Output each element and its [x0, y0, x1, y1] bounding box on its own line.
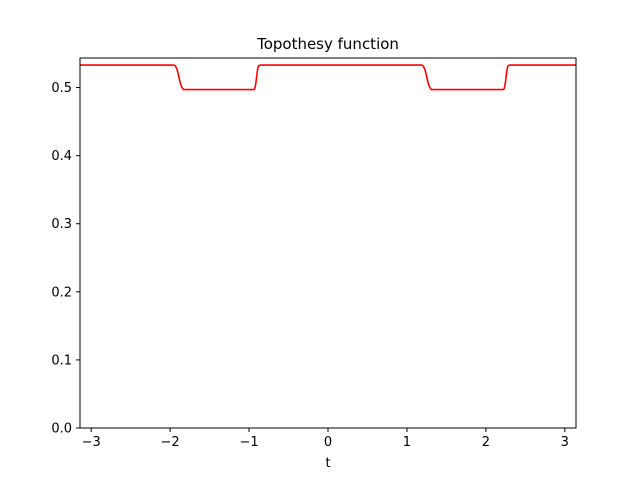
y-tick-label: 0.1 — [51, 353, 72, 368]
y-tick-label: 0.4 — [51, 149, 72, 164]
x-tick-label: 0 — [324, 435, 332, 450]
y-axis: 0.0 0.1 0.2 0.3 0.4 0.5 — [51, 81, 80, 437]
plot-area — [80, 58, 576, 428]
x-axis: −3 −2 −1 0 1 2 3 — [82, 428, 569, 450]
series-layer — [80, 64, 576, 91]
y-tick-label: 0.0 — [51, 422, 72, 437]
x-tick-label: −1 — [239, 435, 258, 450]
series-line — [80, 64, 576, 91]
y-tick-label: 0.5 — [51, 81, 72, 96]
y-tick-label: 0.2 — [51, 285, 72, 300]
x-axis-label: t — [325, 456, 330, 471]
x-tick-label: 1 — [403, 435, 411, 450]
plot-frame — [79, 57, 577, 429]
x-tick-label: 3 — [561, 435, 569, 450]
x-tick-label: −2 — [161, 435, 180, 450]
chart-title: Topothesy function — [256, 35, 399, 53]
x-tick-label: 2 — [482, 435, 490, 450]
x-tick-label: −3 — [82, 435, 101, 450]
y-tick-label: 0.3 — [51, 217, 72, 232]
